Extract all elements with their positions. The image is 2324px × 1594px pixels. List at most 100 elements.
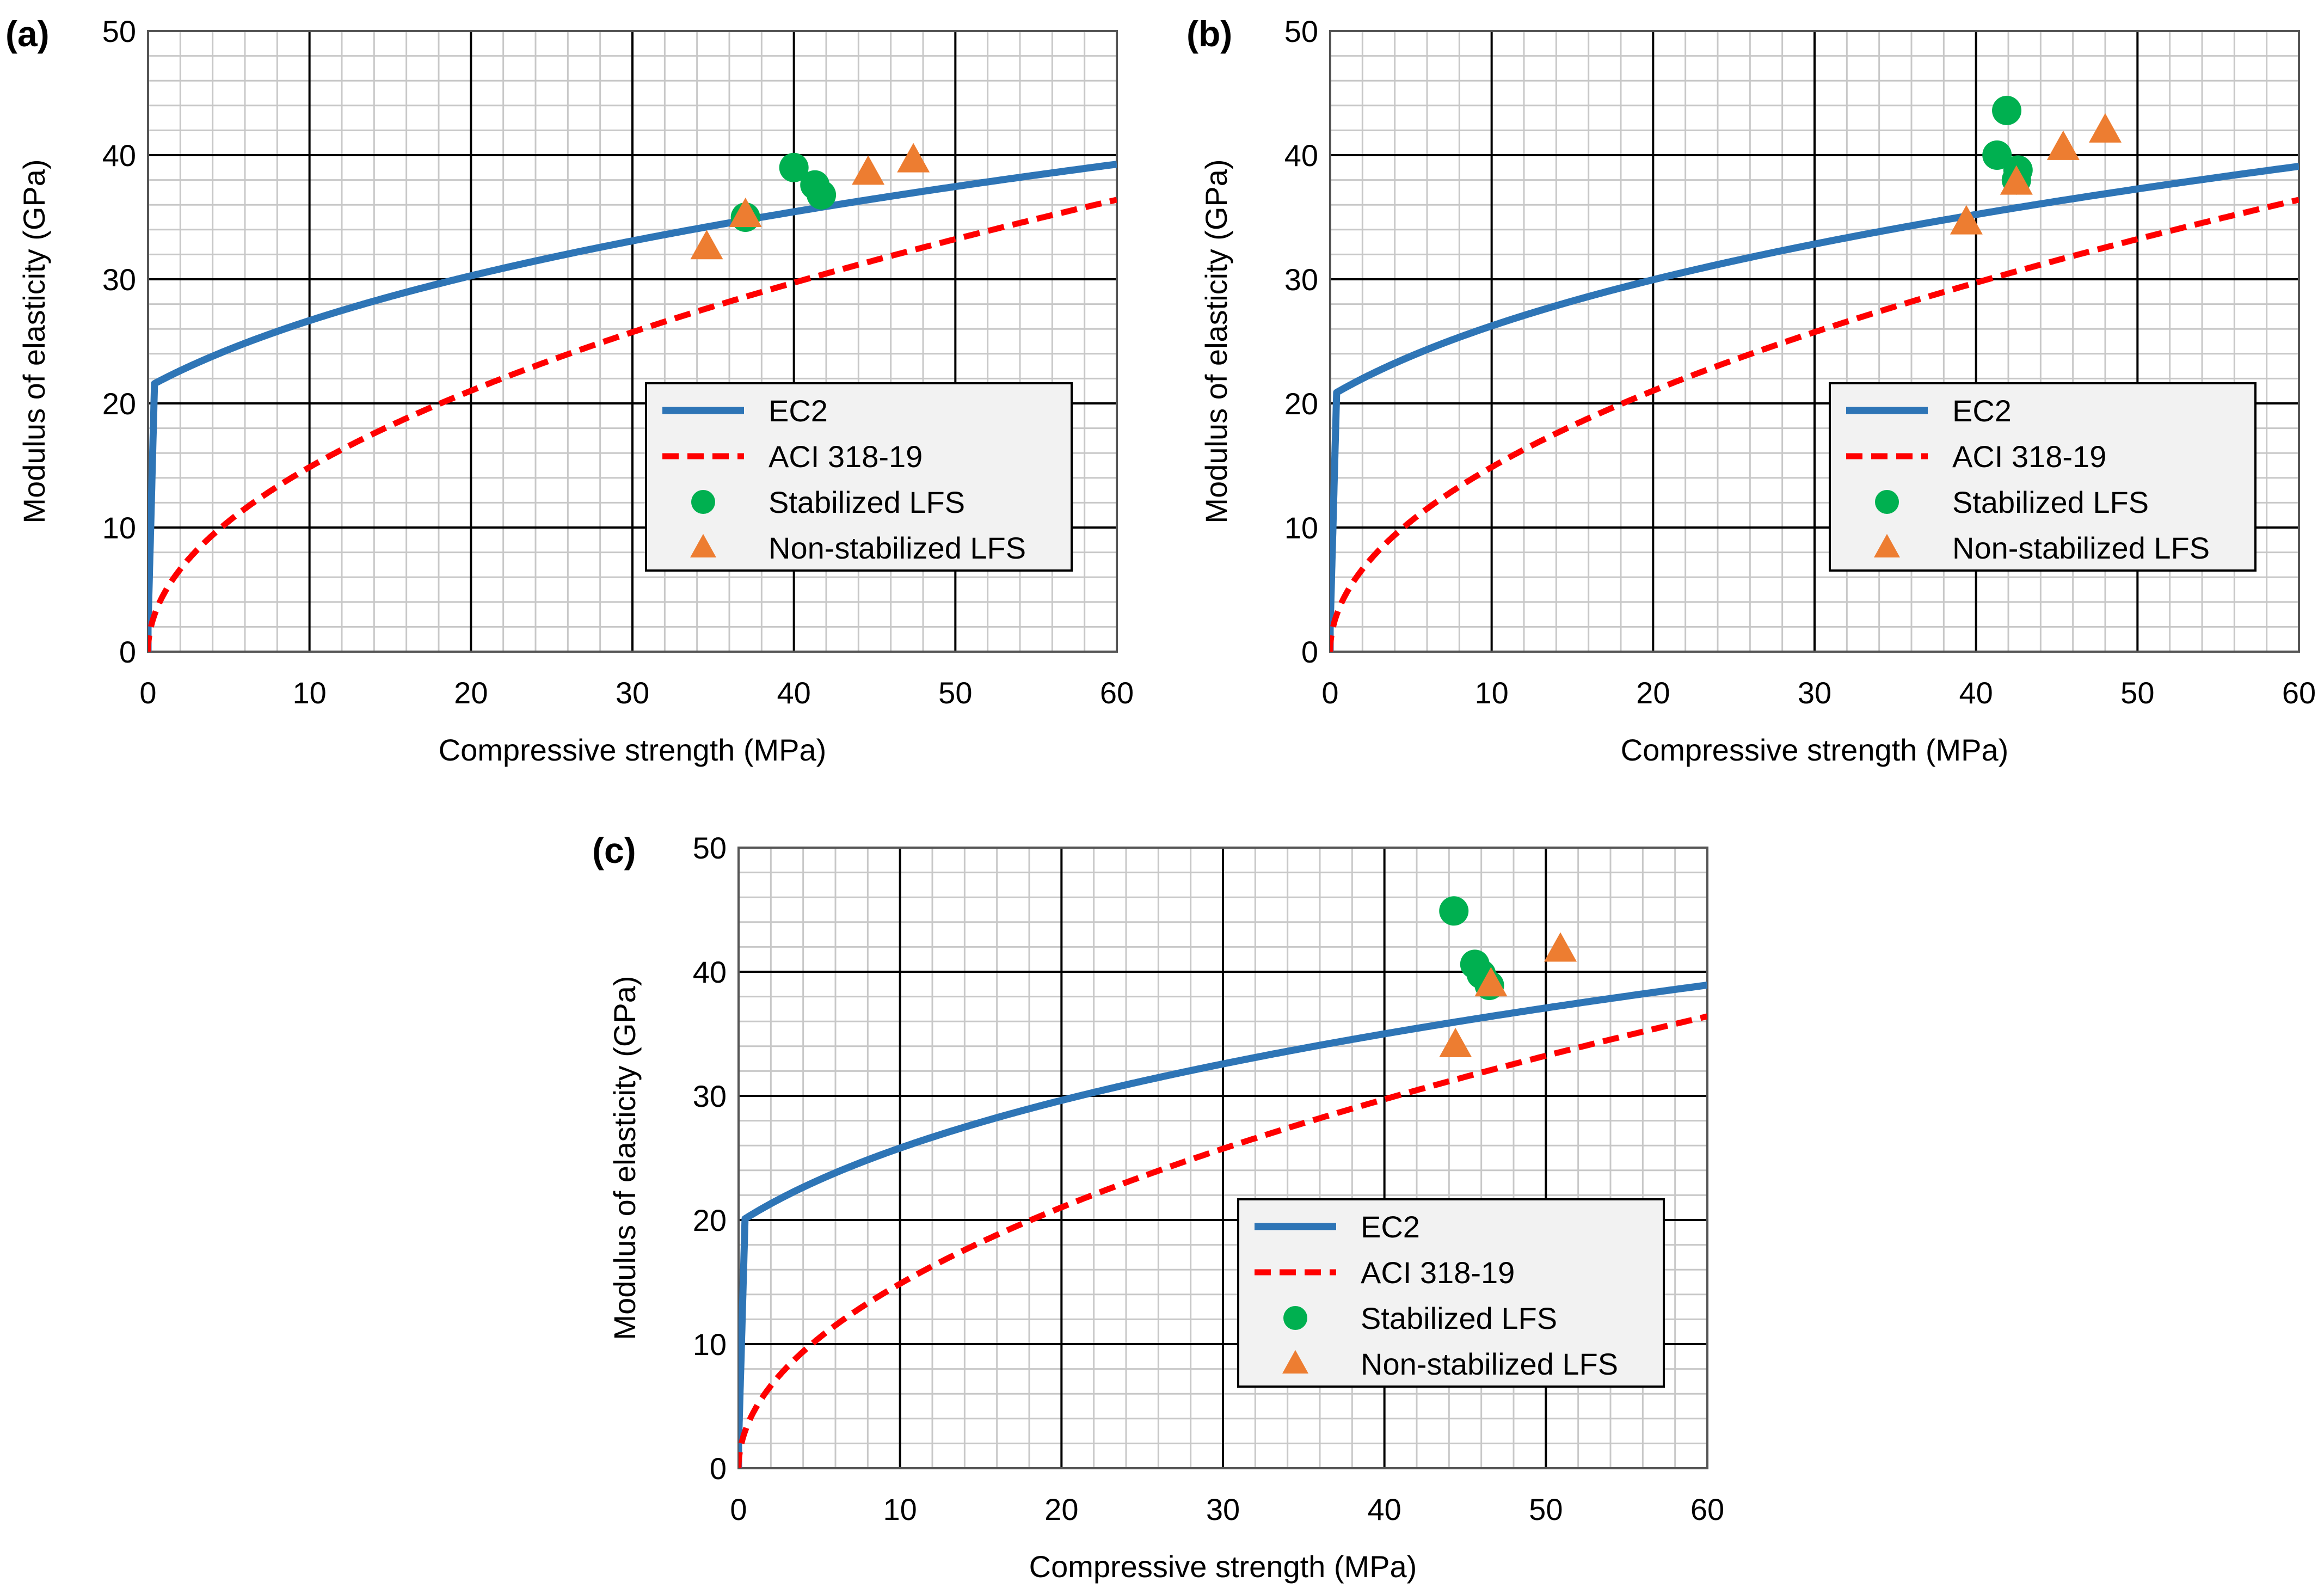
y-axis-label: Modulus of elasticity (GPa) xyxy=(607,976,642,1340)
legend-label: EC2 xyxy=(1361,1210,1420,1244)
plot-border xyxy=(147,30,1118,653)
legend-label: Non-stabilized LFS xyxy=(1952,531,2210,565)
legend-label: Non-stabilized LFS xyxy=(768,531,1026,565)
y-tick-label: 0 xyxy=(710,1451,727,1486)
y-tick-label: 10 xyxy=(102,511,136,545)
legend-swatch-non-stabilized xyxy=(1282,1350,1308,1374)
chart-panel-c: 0 10 20 30 40 50 60 0 10 20 30 40 50 Compressive stre… xyxy=(592,830,1724,1584)
x-tick-label: 20 xyxy=(454,676,488,710)
panel-label: (b) xyxy=(1186,14,1232,54)
y-axis-label: Modulus of elasticity (GPa) xyxy=(17,159,51,523)
legend: EC2 ACI 318-19 Stabilized LFS Non-stabilize… xyxy=(1829,382,2257,572)
legend-swatch-stabilized xyxy=(1875,490,1899,514)
non-stabilized-lfs-point xyxy=(2000,165,2033,195)
aci-curve xyxy=(148,197,1117,652)
x-tick-label: 50 xyxy=(1529,1492,1563,1526)
x-tick-label: 30 xyxy=(1798,676,1831,710)
x-tick-label: 60 xyxy=(2282,676,2316,710)
panel-label: (a) xyxy=(5,14,50,54)
legend-swatch-stabilized xyxy=(691,490,715,514)
y-tick-label: 20 xyxy=(693,1203,727,1237)
stabilized-lfs-point xyxy=(1982,140,2012,170)
legend: EC2 ACI 318-19 Stabilized LFS Non-stabilize… xyxy=(1237,1198,1665,1388)
legend-label: Stabilized LFS xyxy=(768,485,965,519)
x-tick-label: 10 xyxy=(293,676,327,710)
x-tick-label: 60 xyxy=(1690,1492,1724,1526)
y-tick-label: 40 xyxy=(693,955,727,989)
legend: EC2 ACI 318-19 Stabilized LFS Non-stabilize… xyxy=(645,382,1073,572)
y-tick-label: 30 xyxy=(1284,262,1318,297)
y-tick-label: 50 xyxy=(1284,14,1318,48)
y-tick-label: 10 xyxy=(693,1327,727,1362)
chart-panel-b: 0 10 20 30 40 50 60 0 10 20 30 40 50 Compressive stre… xyxy=(1186,14,2316,767)
x-tick-label: 30 xyxy=(1206,1492,1240,1526)
non-stabilized-lfs-point xyxy=(2046,130,2080,160)
stabilized-lfs-point xyxy=(807,180,837,210)
y-tick-label: 0 xyxy=(1301,635,1318,669)
legend-box xyxy=(645,382,1073,572)
y-tick-label: 50 xyxy=(693,831,727,865)
x-axis-label: Compressive strength (MPa) xyxy=(1621,733,2009,767)
aci-curve xyxy=(739,1013,1707,1468)
non-stabilized-lfs-point xyxy=(852,155,885,185)
plot-area xyxy=(1330,163,2299,652)
plot-border xyxy=(1329,30,2300,653)
x-tick-label: 10 xyxy=(1475,676,1509,710)
non-stabilized-lfs-point xyxy=(1544,932,1577,962)
x-tick-label: 0 xyxy=(139,676,156,710)
legend-label: Non-stabilized LFS xyxy=(1361,1347,1618,1381)
x-tick-label: 20 xyxy=(1636,676,1670,710)
legend-label: ACI 318-19 xyxy=(1952,439,2106,474)
x-axis-label: Compressive strength (MPa) xyxy=(1029,1549,1417,1584)
non-stabilized-lfs-point xyxy=(897,143,930,173)
x-tick-label: 30 xyxy=(616,676,649,710)
x-axis-label: Compressive strength (MPa) xyxy=(439,733,827,767)
y-tick-label: 20 xyxy=(102,387,136,421)
stabilized-lfs-point xyxy=(1439,896,1469,926)
y-tick-label: 40 xyxy=(1284,138,1318,173)
stabilized-lfs-point xyxy=(779,152,809,182)
legend-label: ACI 318-19 xyxy=(1361,1255,1515,1290)
legend-swatch-non-stabilized xyxy=(1874,534,1900,557)
legend-label: EC2 xyxy=(768,394,828,428)
x-tick-label: 10 xyxy=(883,1492,917,1526)
legend-box xyxy=(1237,1198,1665,1388)
x-tick-label: 50 xyxy=(938,676,972,710)
x-tick-label: 40 xyxy=(777,676,811,710)
legend-label: EC2 xyxy=(1952,394,2012,428)
x-tick-label: 20 xyxy=(1044,1492,1078,1526)
panel-label: (c) xyxy=(592,830,636,870)
legend-swatch-stabilized xyxy=(1283,1306,1307,1330)
y-tick-label: 50 xyxy=(102,14,136,48)
legend-label: ACI 318-19 xyxy=(768,439,923,474)
x-tick-label: 40 xyxy=(1368,1492,1401,1526)
legend-label: Stabilized LFS xyxy=(1361,1301,1557,1335)
plot-border xyxy=(737,847,1708,1469)
non-stabilized-lfs-point xyxy=(2089,113,2122,143)
non-stabilized-lfs-point xyxy=(729,197,762,227)
stabilized-lfs-point xyxy=(1992,95,2022,125)
y-tick-label: 10 xyxy=(1284,511,1318,545)
non-stabilized-lfs-point xyxy=(1950,205,1983,235)
plot-area xyxy=(739,982,1707,1468)
chart-panel-a: 0 10 20 30 40 50 60 0 10 20 30 40 50 Compressive stre… xyxy=(5,14,1134,767)
aci-curve xyxy=(1330,197,2299,652)
non-stabilized-lfs-point xyxy=(690,230,723,260)
x-tick-label: 0 xyxy=(1321,676,1338,710)
legend-swatch-non-stabilized xyxy=(690,534,716,557)
non-stabilized-lfs-point xyxy=(1439,1028,1472,1058)
x-tick-label: 60 xyxy=(1100,676,1134,710)
legend-label: Stabilized LFS xyxy=(1952,485,2149,519)
y-tick-label: 30 xyxy=(102,262,136,297)
ec2-curve xyxy=(1330,163,2299,652)
x-tick-label: 0 xyxy=(730,1492,747,1526)
y-tick-label: 0 xyxy=(119,635,136,669)
non-stabilized-lfs-point xyxy=(1474,967,1508,997)
x-tick-label: 40 xyxy=(1959,676,1993,710)
ec2-curve xyxy=(739,982,1707,1468)
x-tick-label: 50 xyxy=(2120,676,2154,710)
y-tick-label: 20 xyxy=(1284,387,1318,421)
y-tick-label: 30 xyxy=(693,1079,727,1113)
y-axis-label: Modulus of elasticity (GPa) xyxy=(1199,159,1233,523)
